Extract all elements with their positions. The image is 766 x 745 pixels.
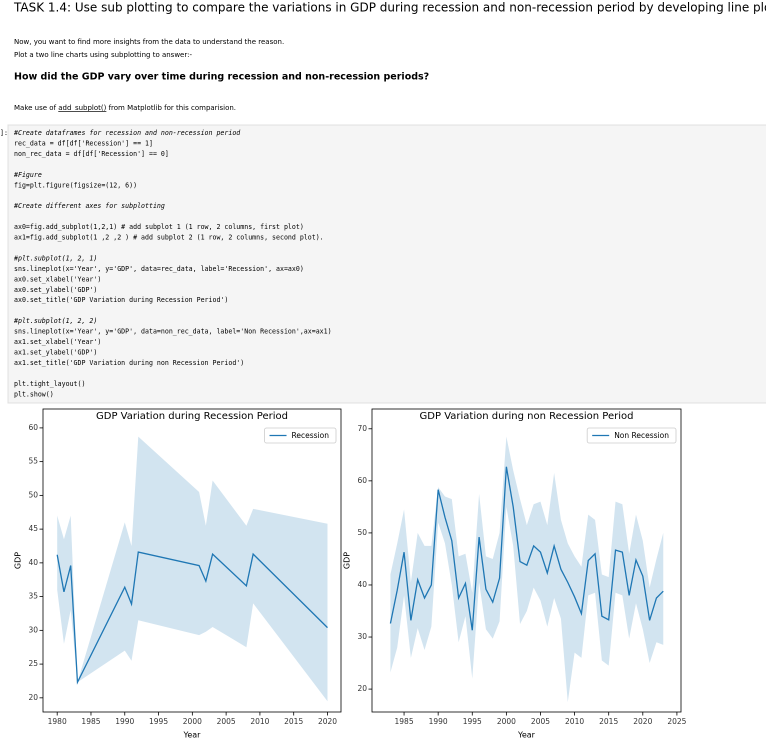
code-line: #Figure	[13, 171, 42, 179]
code-line: #Create dataframes for recession and non…	[13, 129, 241, 137]
instruction-text: from Matplotlib for this comparision.	[106, 104, 236, 112]
line	[56, 551, 328, 685]
x-tick-label: 2000	[183, 717, 202, 726]
code-line: ax1.set_ylabel('GDP')	[14, 348, 97, 356]
code-line: ax0.set_title('GDP Variation during Rece…	[14, 296, 228, 304]
code-line: ax0.set_xlabel('Year')	[14, 275, 101, 283]
cell-prompt: ]:	[0, 129, 8, 137]
x-tick-label: 2010	[565, 717, 584, 726]
code-line: ax1.set_xlabel('Year')	[14, 338, 101, 346]
y-tick-label: 35	[28, 592, 38, 601]
legend-label: Recession	[292, 431, 330, 440]
x-tick-label: 2005	[531, 717, 550, 726]
instruction: Make use of add_subplot() from Matplotli…	[14, 104, 236, 112]
x-tick-label: 2015	[284, 717, 303, 726]
instruction-text: Make use of	[14, 104, 58, 112]
x-tick-label: 2005	[217, 717, 236, 726]
y-tick-label: 60	[28, 423, 38, 432]
code-line: plt.tight_layout()	[14, 380, 85, 388]
code-line: ax1=fig.add_subplot(1 ,2 ,2 ) # add subp…	[14, 234, 324, 242]
y-tick-label: 50	[357, 528, 367, 537]
x-tick-label: 1990	[429, 717, 448, 726]
x-tick-label: 1985	[81, 717, 100, 726]
y-axis-label: GDP	[14, 552, 23, 569]
x-tick-label: 2010	[250, 717, 269, 726]
x-tick-label: 1995	[463, 717, 482, 726]
code-cell	[7, 124, 766, 404]
code-line: ax0=fig.add_subplot(1,2,1) # add subplot…	[14, 223, 304, 231]
y-tick-label: 45	[28, 524, 38, 533]
code-line: sns.lineplot(x='Year', y='GDP', data=non…	[14, 328, 332, 336]
confidence-band	[390, 436, 664, 703]
x-tick-label: 2000	[497, 717, 516, 726]
x-tick-label: 2020	[318, 717, 337, 726]
code-line: ax1.set_title('GDP Variation during non …	[14, 359, 244, 367]
y-tick-label: 30	[357, 632, 367, 641]
x-tick-label: 2020	[633, 717, 652, 726]
x-tick-label: 1985	[395, 717, 414, 726]
x-axis-label: Year	[517, 731, 536, 740]
x-tick-label: 2025	[667, 717, 686, 726]
link[interactable]: add_subplot()	[58, 104, 106, 112]
chart-title: GDP Variation during non Recession Perio…	[420, 411, 634, 422]
code-line: fig=plt.figure(figsize=(12, 6))	[14, 181, 137, 189]
y-axis-label: GDP	[343, 552, 352, 569]
y-tick-label: 40	[28, 558, 38, 567]
x-tick-label: 1995	[149, 717, 168, 726]
y-tick-label: 25	[28, 659, 38, 668]
y-tick-label: 20	[357, 684, 367, 693]
y-tick-label: 30	[28, 625, 38, 634]
intro-text: Now, you want to find more insights from…	[14, 38, 284, 46]
code-line: #Create different axes for subplotting	[13, 202, 165, 210]
y-tick-label: 50	[28, 490, 38, 499]
y-tick-label: 60	[357, 476, 367, 485]
code-line: #plt.subplot(1, 2, 1)	[13, 254, 97, 262]
axes-frame	[371, 408, 682, 713]
y-tick-label: 40	[357, 580, 367, 589]
chart-title: GDP Variation during Recession Period	[96, 411, 288, 422]
code-line: sns.lineplot(x='Year', y='GDP', data=rec…	[14, 265, 304, 273]
legend: Non Recession	[586, 427, 677, 444]
line	[389, 466, 664, 631]
legend-label: Non Recession	[614, 431, 669, 440]
x-axis-label: Year	[183, 731, 202, 740]
task-title: TASK 1.4: Use sub plotting to compare th…	[13, 1, 766, 15]
x-tick-label: 1990	[115, 717, 134, 726]
confidence-band	[57, 436, 328, 702]
legend: Recession	[264, 427, 337, 444]
legend-box	[586, 427, 677, 444]
x-tick-label: 2015	[599, 717, 618, 726]
code-line: #plt.subplot(1, 2, 2)	[13, 317, 97, 325]
code-line: rec_data = df[df['Recession'] == 1]	[14, 139, 153, 147]
code-line: non_rec_data = df[df['Recession'] == 0]	[14, 150, 169, 158]
question: How did the GDP vary over time during re…	[14, 72, 429, 83]
code-line: ax0.set_ylabel('GDP')	[14, 286, 97, 294]
y-tick-label: 55	[28, 457, 38, 466]
x-tick-label: 1980	[48, 717, 67, 726]
code-line: plt.show()	[14, 390, 54, 398]
legend-box	[264, 427, 337, 444]
intro-text: Plot a two line charts using subplotting…	[14, 51, 192, 59]
y-tick-label: 20	[28, 693, 38, 702]
y-tick-label: 70	[357, 424, 367, 433]
